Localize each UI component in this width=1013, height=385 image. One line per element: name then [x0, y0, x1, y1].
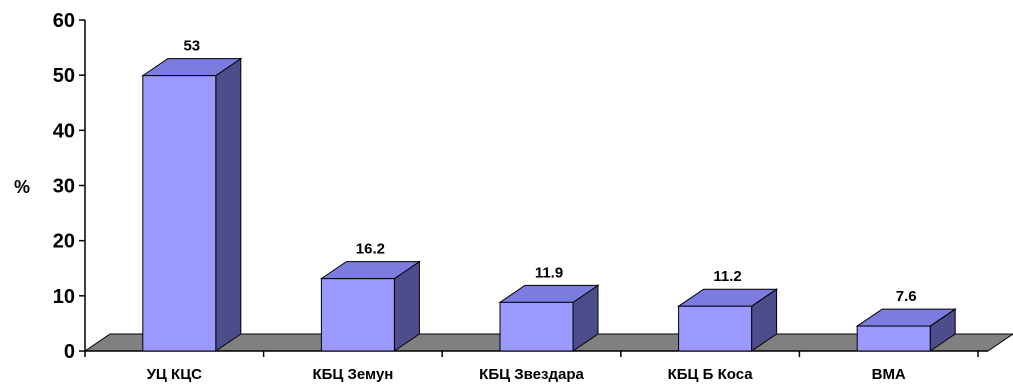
y-axis-label: %: [14, 177, 30, 197]
chart-bars: [141, 57, 957, 352]
x-tick-label: УЦ КЦС: [147, 366, 203, 383]
data-label: 16.2: [356, 241, 385, 258]
y-tick-label: 50: [53, 65, 75, 87]
x-tick-label: КБЦ Земун: [312, 366, 393, 383]
bar: [499, 301, 574, 352]
y-tick-label: 40: [53, 120, 75, 142]
x-tick-label: ВМА: [872, 366, 906, 383]
bar-side: [215, 57, 242, 352]
data-label: 7.6: [896, 288, 917, 305]
bar: [142, 75, 217, 352]
data-label: 11.9: [535, 264, 563, 281]
y-tick-label: 0: [64, 341, 75, 363]
data-label: 11.2: [713, 268, 741, 285]
chart-labels: 0 10 20 30 40 50 60 53 УЦ КЦС 16.2 КБЦ Земун 11.9 КБ…: [53, 10, 917, 383]
y-tick-label: 30: [53, 176, 75, 198]
bar: [856, 325, 931, 352]
data-label: 53: [183, 38, 200, 55]
x-tick-label: КБЦ Звездара: [479, 366, 584, 383]
y-tick-label: 60: [53, 10, 75, 32]
y-tick-label: 20: [53, 231, 75, 253]
y-tick-label: 10: [53, 286, 75, 308]
bar: [320, 278, 395, 352]
x-tick-label: КБЦ Б Коса: [668, 366, 754, 383]
bar: [678, 305, 753, 352]
